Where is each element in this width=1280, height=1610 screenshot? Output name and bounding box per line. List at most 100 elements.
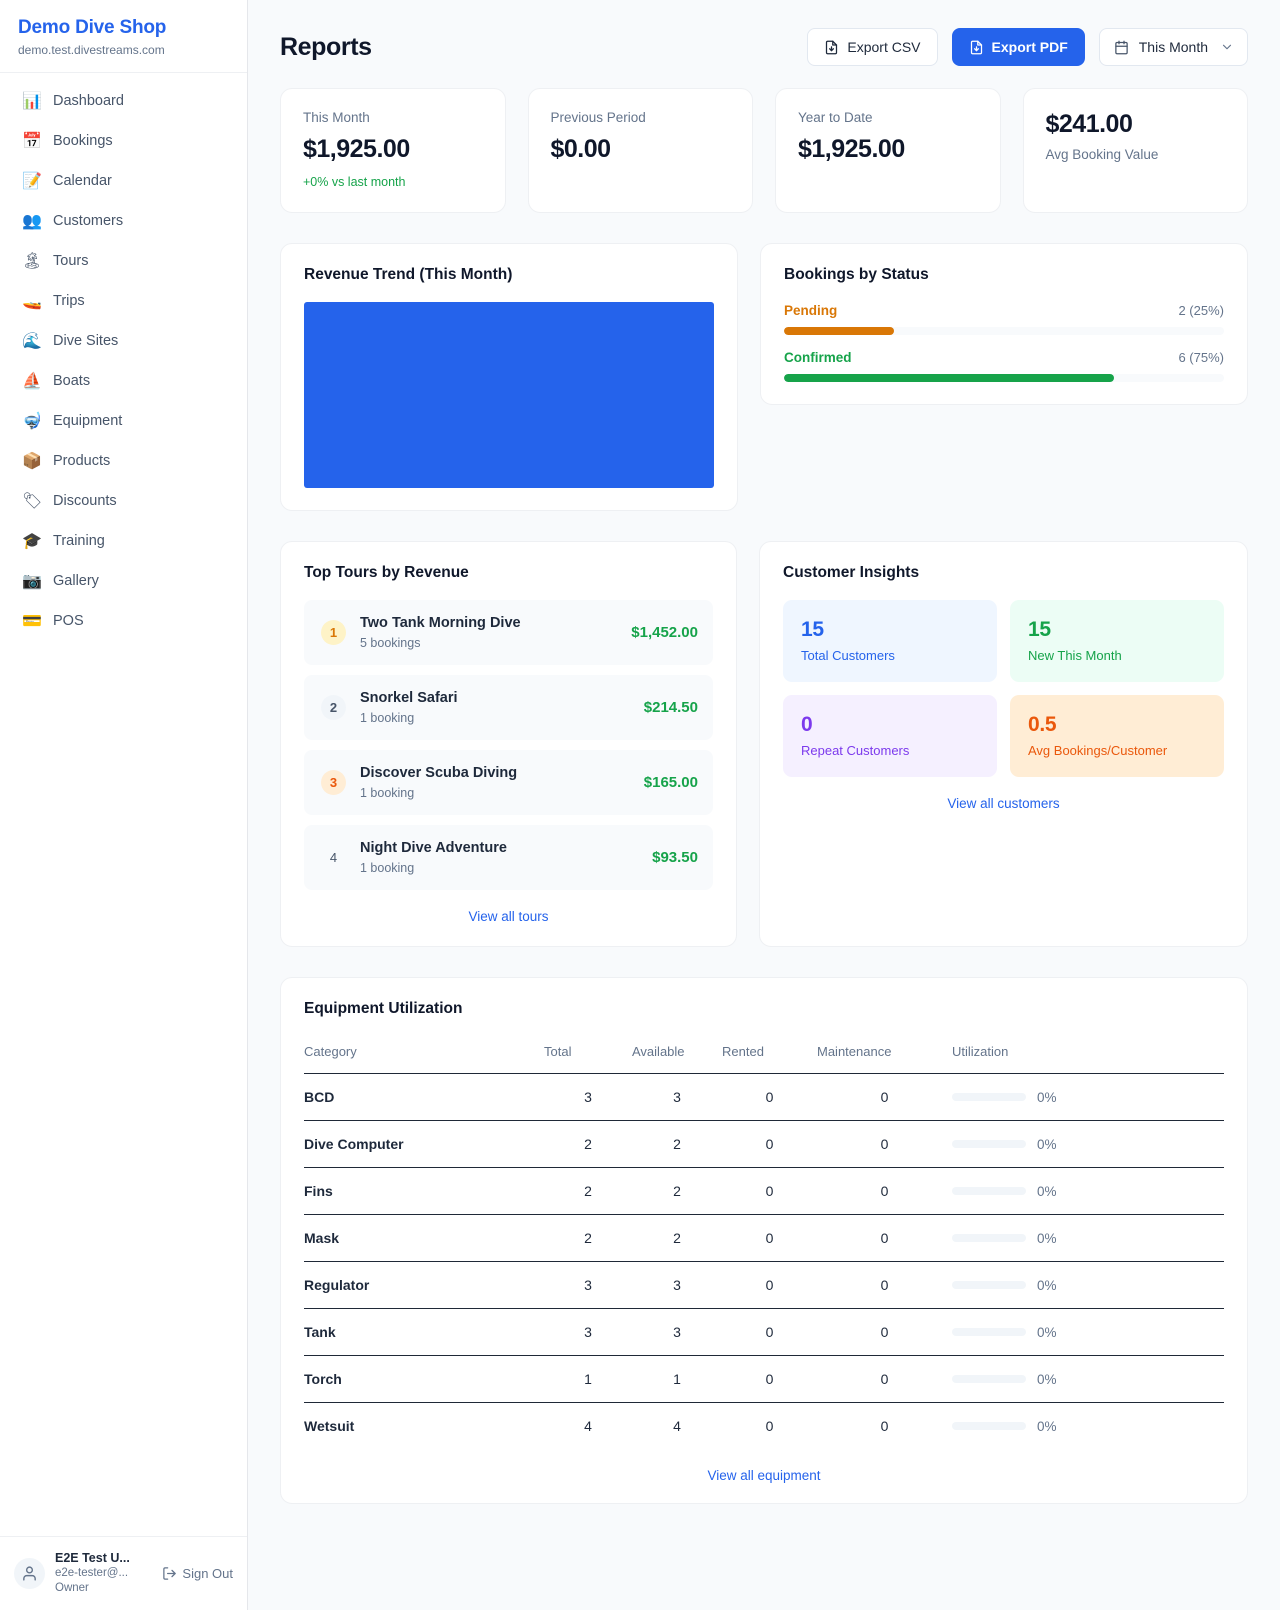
cell-rented: 0: [722, 1308, 817, 1356]
equipment-table: Category Total Available Rented Maintenance U…: [304, 1036, 1224, 1449]
status-bar-track: [784, 374, 1224, 382]
tour-bookings: 1 booking: [360, 861, 415, 875]
sidebar-item-equipment[interactable]: 🤿 Equipment: [0, 401, 247, 441]
sidebar-item-label: POS: [53, 613, 84, 629]
tour-row[interactable]: 4 Night Dive Adventure 1 booking $93.50: [304, 825, 713, 890]
export-csv-button[interactable]: Export CSV: [807, 28, 938, 66]
graduation-icon: 🎓: [22, 531, 42, 550]
export-pdf-label: Export PDF: [991, 39, 1068, 55]
kpi-value: $1,925.00: [303, 135, 410, 163]
sidebar-item-bookings[interactable]: 📅 Bookings: [0, 121, 247, 161]
tour-name: Two Tank Morning Dive: [360, 615, 521, 631]
sidebar-item-discounts[interactable]: 🏷 Discounts: [0, 481, 247, 521]
bookings-status-title: Bookings by Status: [784, 266, 929, 283]
sidebar-item-gallery[interactable]: 📷 Gallery: [0, 561, 247, 601]
cell-total: 2: [544, 1120, 632, 1168]
sidebar-item-calendar[interactable]: 📝 Calendar: [0, 161, 247, 201]
tour-name: Night Dive Adventure: [360, 840, 507, 856]
tour-row[interactable]: 2 Snorkel Safari 1 booking $214.50: [304, 675, 713, 740]
tour-row[interactable]: 3 Discover Scuba Diving 1 booking $165.00: [304, 750, 713, 815]
sidebar-item-label: Products: [53, 453, 111, 469]
calendar-17-icon: 📅: [22, 131, 42, 150]
user-profile[interactable]: E2E Test U... e2e-tester@... Owner Sign …: [0, 1536, 247, 1610]
utilization-bar-track: [952, 1234, 1026, 1242]
cell-utilization: 0%: [952, 1261, 1224, 1309]
sidebar-item-label: Calendar: [53, 173, 112, 189]
kpi-card: This Month $1,925.00 +0% vs last month: [280, 88, 506, 213]
sidebar-item-label: Equipment: [53, 413, 123, 429]
status-bar-track: [784, 327, 1224, 335]
customer-insights-title: Customer Insights: [783, 564, 920, 581]
sidebar-item-boats[interactable]: ⛵ Boats: [0, 361, 247, 401]
sidebar-item-label: Boats: [53, 373, 91, 389]
cell-category: Dive Computer: [304, 1120, 544, 1168]
status-row: Pending 2 (25%): [784, 302, 1224, 335]
tour-row[interactable]: 1 Two Tank Morning Dive 5 bookings $1,452.0…: [304, 600, 713, 665]
speedboat-icon: 🚤: [22, 291, 42, 310]
sidebar-item-training[interactable]: 🎓 Training: [0, 521, 247, 561]
sidebar-item-label: Trips: [53, 293, 85, 309]
equipment-title: Equipment Utilization: [304, 1000, 463, 1017]
table-header-row: Category Total Available Rented Maintenance U…: [304, 1036, 1224, 1074]
cell-total: 4: [584, 1418, 592, 1434]
page-header: Reports Export CSV: [280, 20, 1248, 66]
sidebar-item-pos[interactable]: 💳 POS: [0, 601, 247, 641]
sidebar-item-tours[interactable]: 🏝 Tours: [0, 241, 247, 281]
cell-category: Regulator: [304, 1261, 544, 1309]
tour-meta: Snorkel Safari 1 booking: [360, 688, 630, 727]
sidebar-item-dive-sites[interactable]: 🌊 Dive Sites: [0, 321, 247, 361]
user-role: Owner: [55, 1582, 89, 1594]
sidebar-item-dashboard[interactable]: 📊 Dashboard: [0, 81, 247, 121]
period-select[interactable]: This Month: [1098, 28, 1248, 66]
calendar-icon: [1115, 40, 1128, 54]
cell-total: 2: [544, 1167, 632, 1215]
export-pdf-button[interactable]: Export PDF: [951, 28, 1085, 66]
cell-utilization: 0%: [952, 1120, 1224, 1168]
view-all-equipment-link[interactable]: View all equipment: [707, 1468, 821, 1483]
kpi-cards: This Month $1,925.00 +0% vs last month Prev…: [280, 88, 1248, 213]
tour-amount: $93.50: [652, 849, 698, 866]
file-download-icon: [970, 40, 982, 54]
sidebar-item-label: Bookings: [53, 133, 113, 149]
column-header: Maintenance: [817, 1036, 952, 1074]
cell-total: 2: [544, 1214, 632, 1262]
sidebar-item-trips[interactable]: 🚤 Trips: [0, 281, 247, 321]
insight-label: Total Customers: [801, 648, 895, 663]
sign-out-button[interactable]: Sign Out: [162, 1566, 233, 1581]
people-icon: 👥: [22, 211, 42, 230]
tour-meta: Night Dive Adventure 1 booking: [360, 838, 638, 877]
view-all-customers-link[interactable]: View all customers: [947, 796, 1060, 811]
sidebar-item-label: Gallery: [53, 573, 99, 589]
insight-value: 15: [1028, 618, 1051, 641]
sidebar-item-label: Dive Sites: [53, 333, 119, 349]
chevron-down-icon: [1222, 44, 1232, 50]
package-icon: 📦: [22, 451, 42, 470]
table-row: Fins 2 2 0 0 0%: [304, 1167, 1224, 1215]
credit-card-icon: 💳: [22, 611, 42, 630]
brand-block[interactable]: Demo Dive Shop demo.test.divestreams.com: [0, 0, 247, 73]
cell-rented: 0: [722, 1214, 817, 1262]
tour-meta: Discover Scuba Diving 1 booking: [360, 763, 630, 802]
utilization-percent: 0%: [1037, 1230, 1057, 1246]
sidebar-item-products[interactable]: 📦 Products: [0, 441, 247, 481]
insight-card: 15 Total Customers: [783, 600, 997, 682]
brand-name: Demo Dive Shop: [18, 17, 167, 38]
cell-rented: 0: [722, 1073, 817, 1121]
wave-icon: 🌊: [22, 331, 42, 350]
sidebar-item-customers[interactable]: 👥 Customers: [0, 201, 247, 241]
view-all-tours-link[interactable]: View all tours: [468, 909, 549, 924]
bar-chart-icon: 📊: [22, 91, 42, 110]
kpi-card: Year to Date $1,925.00: [775, 88, 1001, 213]
cell-available: 3: [632, 1308, 722, 1356]
cell-total: 3: [544, 1261, 632, 1309]
table-row: Torch 1 1 0 0 0%: [304, 1355, 1224, 1403]
cell-category: Tank: [304, 1308, 544, 1356]
status-bar-fill: [784, 327, 894, 335]
sidebar-item-label: Training: [53, 533, 105, 549]
island-icon: 🏝: [22, 251, 43, 270]
cell-maintenance: 0: [817, 1308, 952, 1356]
cell-utilization: 0%: [952, 1073, 1224, 1121]
kpi-value: $241.00: [1045, 110, 1133, 138]
kpi-label: Avg Booking Value: [1045, 147, 1159, 162]
